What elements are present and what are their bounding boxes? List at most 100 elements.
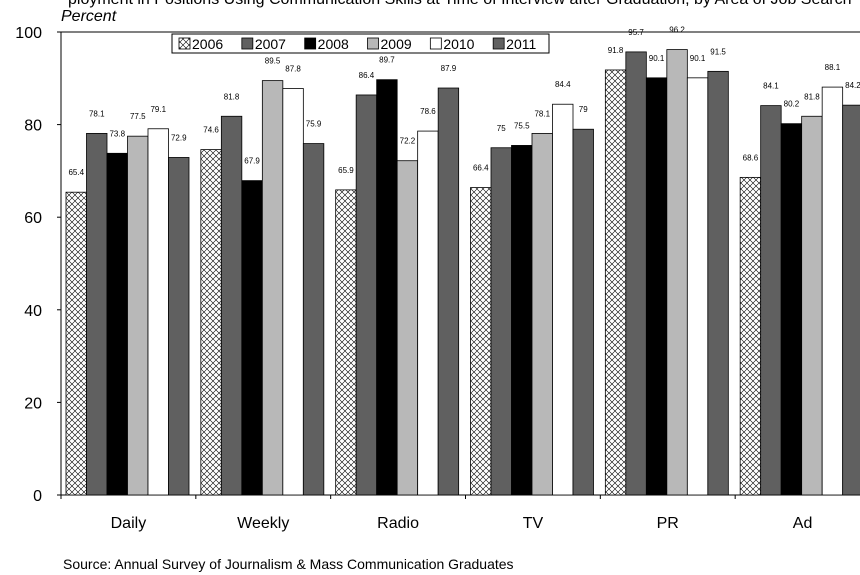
y-tick-label: 0 bbox=[33, 488, 42, 505]
x-tick-label: TV bbox=[523, 515, 544, 532]
data-label: 65.4 bbox=[68, 168, 84, 177]
bar-2011-daily bbox=[168, 157, 190, 496]
bar-2010-ad bbox=[821, 86, 844, 496]
x-tick-label: Radio bbox=[377, 515, 419, 532]
bar-2007-ad bbox=[760, 105, 782, 496]
data-label: 91.8 bbox=[608, 46, 624, 55]
data-label: 84.4 bbox=[555, 80, 571, 89]
legend-label: 2009 bbox=[381, 36, 412, 52]
data-label: 80.2 bbox=[784, 100, 800, 109]
x-tick-label: Daily bbox=[111, 515, 147, 532]
data-label: 65.9 bbox=[338, 166, 354, 175]
legend-label: 2010 bbox=[443, 36, 474, 52]
legend-swatch-2009 bbox=[367, 37, 379, 50]
bar-2007-tv bbox=[490, 147, 512, 496]
bar-2006-ad bbox=[739, 176, 762, 496]
data-label: 78.1 bbox=[534, 109, 550, 118]
legend-swatch-2008 bbox=[304, 37, 317, 50]
data-label: 67.9 bbox=[244, 157, 260, 166]
data-label: 75 bbox=[497, 124, 506, 133]
data-label: 78.1 bbox=[89, 109, 105, 118]
data-label: 84.1 bbox=[763, 82, 779, 91]
bar-2008-ad bbox=[780, 123, 803, 496]
data-label: 84.2 bbox=[845, 81, 860, 90]
data-label: 90.1 bbox=[649, 54, 665, 63]
data-label: 73.8 bbox=[109, 129, 125, 138]
legend-label: 2008 bbox=[318, 36, 349, 52]
legend-label: 2011 bbox=[506, 36, 536, 52]
data-label: 66.4 bbox=[473, 164, 489, 173]
bar-2008-pr bbox=[645, 77, 668, 496]
legend-label: 2007 bbox=[255, 36, 286, 52]
bar-2010-radio bbox=[417, 130, 439, 496]
source-note: Source: Annual Survey of Journalism & Ma… bbox=[63, 556, 514, 572]
data-label: 74.6 bbox=[203, 126, 219, 135]
y-tick-label: 80 bbox=[24, 118, 42, 135]
bar-2007-weekly bbox=[220, 115, 243, 496]
bar-2011-radio bbox=[437, 87, 460, 496]
bar-2009-tv bbox=[531, 132, 553, 496]
bar-2009-daily bbox=[127, 135, 149, 496]
data-label: 75.9 bbox=[306, 120, 322, 129]
data-label: 72.9 bbox=[171, 133, 187, 142]
legend-swatch-2010 bbox=[429, 37, 442, 50]
legend-label: 2006 bbox=[192, 36, 223, 52]
chart-caption: ployment in Positions Using Communicatio… bbox=[68, 0, 851, 9]
legend-swatch-2011 bbox=[492, 37, 505, 50]
bar-2011-tv bbox=[572, 128, 594, 496]
x-tick-label: PR bbox=[657, 515, 679, 532]
y-tick-label: 60 bbox=[24, 210, 42, 227]
bar-2009-ad bbox=[801, 115, 823, 496]
bar-2011-pr bbox=[707, 70, 729, 496]
bar-2008-weekly bbox=[241, 180, 263, 496]
legend-box bbox=[171, 33, 550, 54]
data-label: 86.4 bbox=[359, 71, 375, 80]
data-label: 81.8 bbox=[224, 92, 240, 101]
bar-2009-weekly bbox=[261, 80, 284, 496]
bar-2010-daily bbox=[147, 128, 169, 496]
data-label: 72.2 bbox=[400, 137, 416, 146]
y-tick-label: 100 bbox=[15, 25, 42, 42]
legend-swatch-2006 bbox=[178, 37, 191, 50]
bar-2008-daily bbox=[106, 152, 128, 496]
chart-legend: 2006 2007 2008 2009 2010 2011 bbox=[171, 33, 550, 54]
data-label: 77.5 bbox=[130, 112, 146, 121]
bar-2011-ad bbox=[842, 104, 860, 496]
data-label: 81.8 bbox=[804, 92, 820, 101]
bar-2010-pr bbox=[686, 77, 709, 496]
data-label: 95.7 bbox=[628, 28, 644, 37]
y-tick-label: 20 bbox=[24, 395, 42, 412]
data-label: 89.7 bbox=[379, 56, 395, 65]
bar-2010-tv bbox=[552, 103, 574, 496]
data-label: 79 bbox=[579, 105, 588, 114]
bar-2006-tv bbox=[470, 187, 492, 496]
data-label: 88.1 bbox=[825, 63, 841, 72]
data-label: 87.9 bbox=[441, 64, 457, 73]
data-label: 68.6 bbox=[743, 153, 759, 162]
bar-2006-daily bbox=[65, 191, 87, 496]
data-label: 96.2 bbox=[669, 26, 685, 35]
y-tick-label: 40 bbox=[24, 303, 42, 320]
data-label: 78.6 bbox=[420, 107, 436, 116]
bar-2008-radio bbox=[376, 79, 398, 496]
data-label: 79.1 bbox=[150, 105, 166, 114]
data-label: 90.1 bbox=[690, 54, 706, 63]
y-axis-label: Percent bbox=[61, 8, 117, 25]
bar-2007-pr bbox=[625, 51, 647, 496]
bar-2006-radio bbox=[335, 189, 357, 496]
bar-2009-radio bbox=[396, 160, 419, 496]
bar-2007-radio bbox=[355, 94, 378, 496]
bar-2007-daily bbox=[86, 132, 108, 496]
bar-2008-tv bbox=[511, 145, 533, 496]
bar-2011-weekly bbox=[302, 143, 325, 496]
bar-2010-weekly bbox=[282, 88, 304, 496]
x-tick-label: Weekly bbox=[237, 515, 289, 532]
bar-2009-pr bbox=[666, 49, 688, 496]
data-label: 91.5 bbox=[710, 47, 726, 56]
bar-2006-pr bbox=[604, 69, 627, 496]
data-label: 75.5 bbox=[514, 121, 530, 130]
bar-2006-weekly bbox=[200, 149, 222, 496]
data-label: 87.8 bbox=[285, 64, 301, 73]
legend-swatch-2007 bbox=[241, 37, 254, 50]
